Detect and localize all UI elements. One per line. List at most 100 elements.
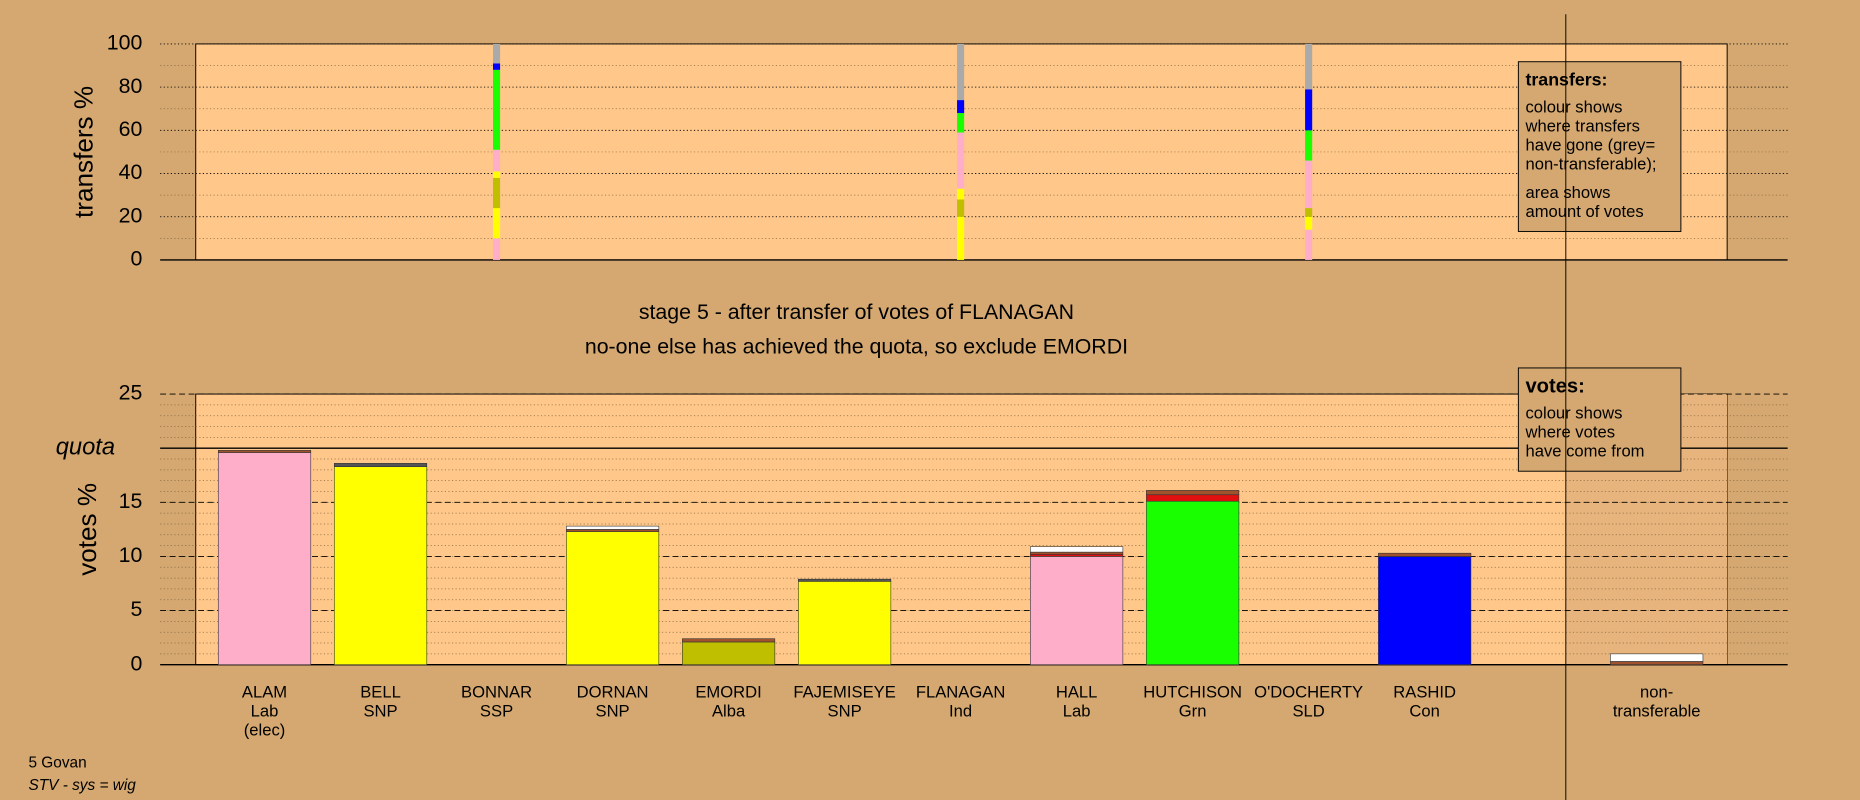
x-tick-label: DORNAN [577, 683, 649, 702]
bar-segment [957, 216, 965, 260]
bar-segment [1305, 89, 1313, 131]
x-tick-label: BELL [360, 683, 401, 702]
bar-segment [957, 188, 965, 200]
bar-segment [217, 452, 312, 665]
bar-segment [1305, 216, 1313, 230]
bar-segment [566, 525, 660, 530]
bar-segment [1146, 500, 1240, 665]
x-tick-label: O'DOCHERTY [1254, 683, 1363, 702]
bar-segment [492, 208, 501, 239]
bar-segment [333, 463, 428, 467]
bar-segment [492, 43, 501, 64]
bar-segment [1030, 556, 1124, 665]
bar-segment [492, 69, 501, 150]
x-tick-label: Ind [949, 702, 972, 721]
y-tick-label: 40 [119, 160, 143, 184]
bar-segment [1378, 552, 1472, 557]
bar-segment [333, 466, 428, 665]
bar-segment [492, 238, 501, 260]
bar-segment [682, 641, 776, 665]
y-axis-label: transfers % [68, 86, 98, 218]
note-text: area shows [1525, 183, 1610, 202]
bar-segment [566, 531, 660, 665]
x-tick-label: HALL [1056, 683, 1098, 702]
y-tick-label: quota [56, 434, 115, 460]
bar-segment [1305, 208, 1313, 217]
note-title: votes: [1525, 375, 1584, 397]
bar-segment [492, 149, 501, 172]
x-tick-label: ALAM [242, 683, 287, 702]
bar-segment [1030, 551, 1124, 555]
chart-subtitle: no-one else has achieved the quota, so e… [585, 334, 1128, 358]
x-tick-label: SSP [480, 702, 513, 721]
x-tick-label: SNP [595, 702, 629, 721]
footer: 5 Govan [28, 754, 86, 771]
note-box [1517, 367, 1682, 472]
y-tick-label: 80 [119, 74, 143, 98]
x-tick-label: SNP [828, 702, 862, 721]
bar-segment [492, 171, 501, 178]
x-tick-label: SNP [363, 702, 397, 721]
y-tick-label: 15 [119, 489, 143, 513]
bar-segment [492, 63, 501, 70]
bar-segment [1030, 546, 1124, 553]
note-text: where votes [1524, 423, 1615, 442]
x-tick-label: non- [1640, 683, 1673, 702]
note-text: where transfers [1524, 116, 1639, 135]
x-tick-label: EMORDI [695, 683, 761, 702]
x-tick-label: RASHID [1393, 683, 1456, 702]
bar-segment [957, 100, 965, 114]
bar-segment [1305, 43, 1313, 90]
y-tick-label: 25 [119, 381, 143, 405]
y-tick-label: 60 [119, 117, 143, 141]
note-text: have gone (grey= [1525, 135, 1655, 154]
bar-segment [798, 581, 892, 665]
x-tick-label: FLANAGAN [916, 683, 1006, 702]
y-tick-label: 20 [119, 203, 143, 227]
bar-segment [1378, 556, 1472, 665]
note-text: colour shows [1525, 404, 1622, 423]
bar-segment [492, 177, 501, 209]
x-tick-label: (elec) [244, 721, 286, 740]
note-text: non-transferable); [1525, 154, 1656, 173]
bar-segment [217, 450, 312, 453]
y-tick-label: 0 [130, 247, 142, 271]
footer: STV - sys = wig [28, 777, 136, 794]
bar-segment [1146, 490, 1240, 496]
bar-segment [957, 132, 965, 189]
y-tick-label: 0 [130, 651, 142, 675]
bar-segment [682, 638, 776, 643]
bar-segment [1146, 494, 1240, 502]
note-text: have come from [1525, 442, 1644, 461]
note-text: colour shows [1525, 97, 1622, 116]
bar-segment [798, 578, 892, 582]
note-box [1517, 61, 1682, 232]
bar-segment [1610, 661, 1704, 665]
bar-segment [957, 199, 965, 217]
y-tick-label: 100 [107, 31, 143, 55]
bar-segment [957, 113, 965, 133]
x-tick-label: Lab [1063, 702, 1091, 721]
bar-segment [1305, 130, 1313, 161]
bar-segment [1030, 553, 1124, 557]
x-tick-label: HUTCHISON [1143, 683, 1242, 702]
bar-segment [957, 43, 965, 101]
x-tick-label: BONNAR [461, 683, 532, 702]
y-tick-label: 10 [119, 543, 143, 567]
x-tick-label: Con [1409, 702, 1439, 721]
x-tick-label: Grn [1179, 702, 1207, 721]
bar-segment [1610, 653, 1704, 662]
x-tick-label: Alba [712, 702, 746, 721]
y-tick-label: 5 [130, 597, 142, 621]
y-axis-label: votes % [72, 483, 102, 576]
x-tick-label: FAJEMISEYE [793, 683, 895, 702]
note-text: amount of votes [1525, 202, 1643, 221]
bar-segment [566, 529, 660, 532]
x-tick-label: Lab [251, 702, 279, 721]
bar-segment [1305, 229, 1313, 260]
note-title: transfers: [1525, 69, 1607, 89]
chart-title: stage 5 - after transfer of votes of FLA… [639, 300, 1074, 324]
